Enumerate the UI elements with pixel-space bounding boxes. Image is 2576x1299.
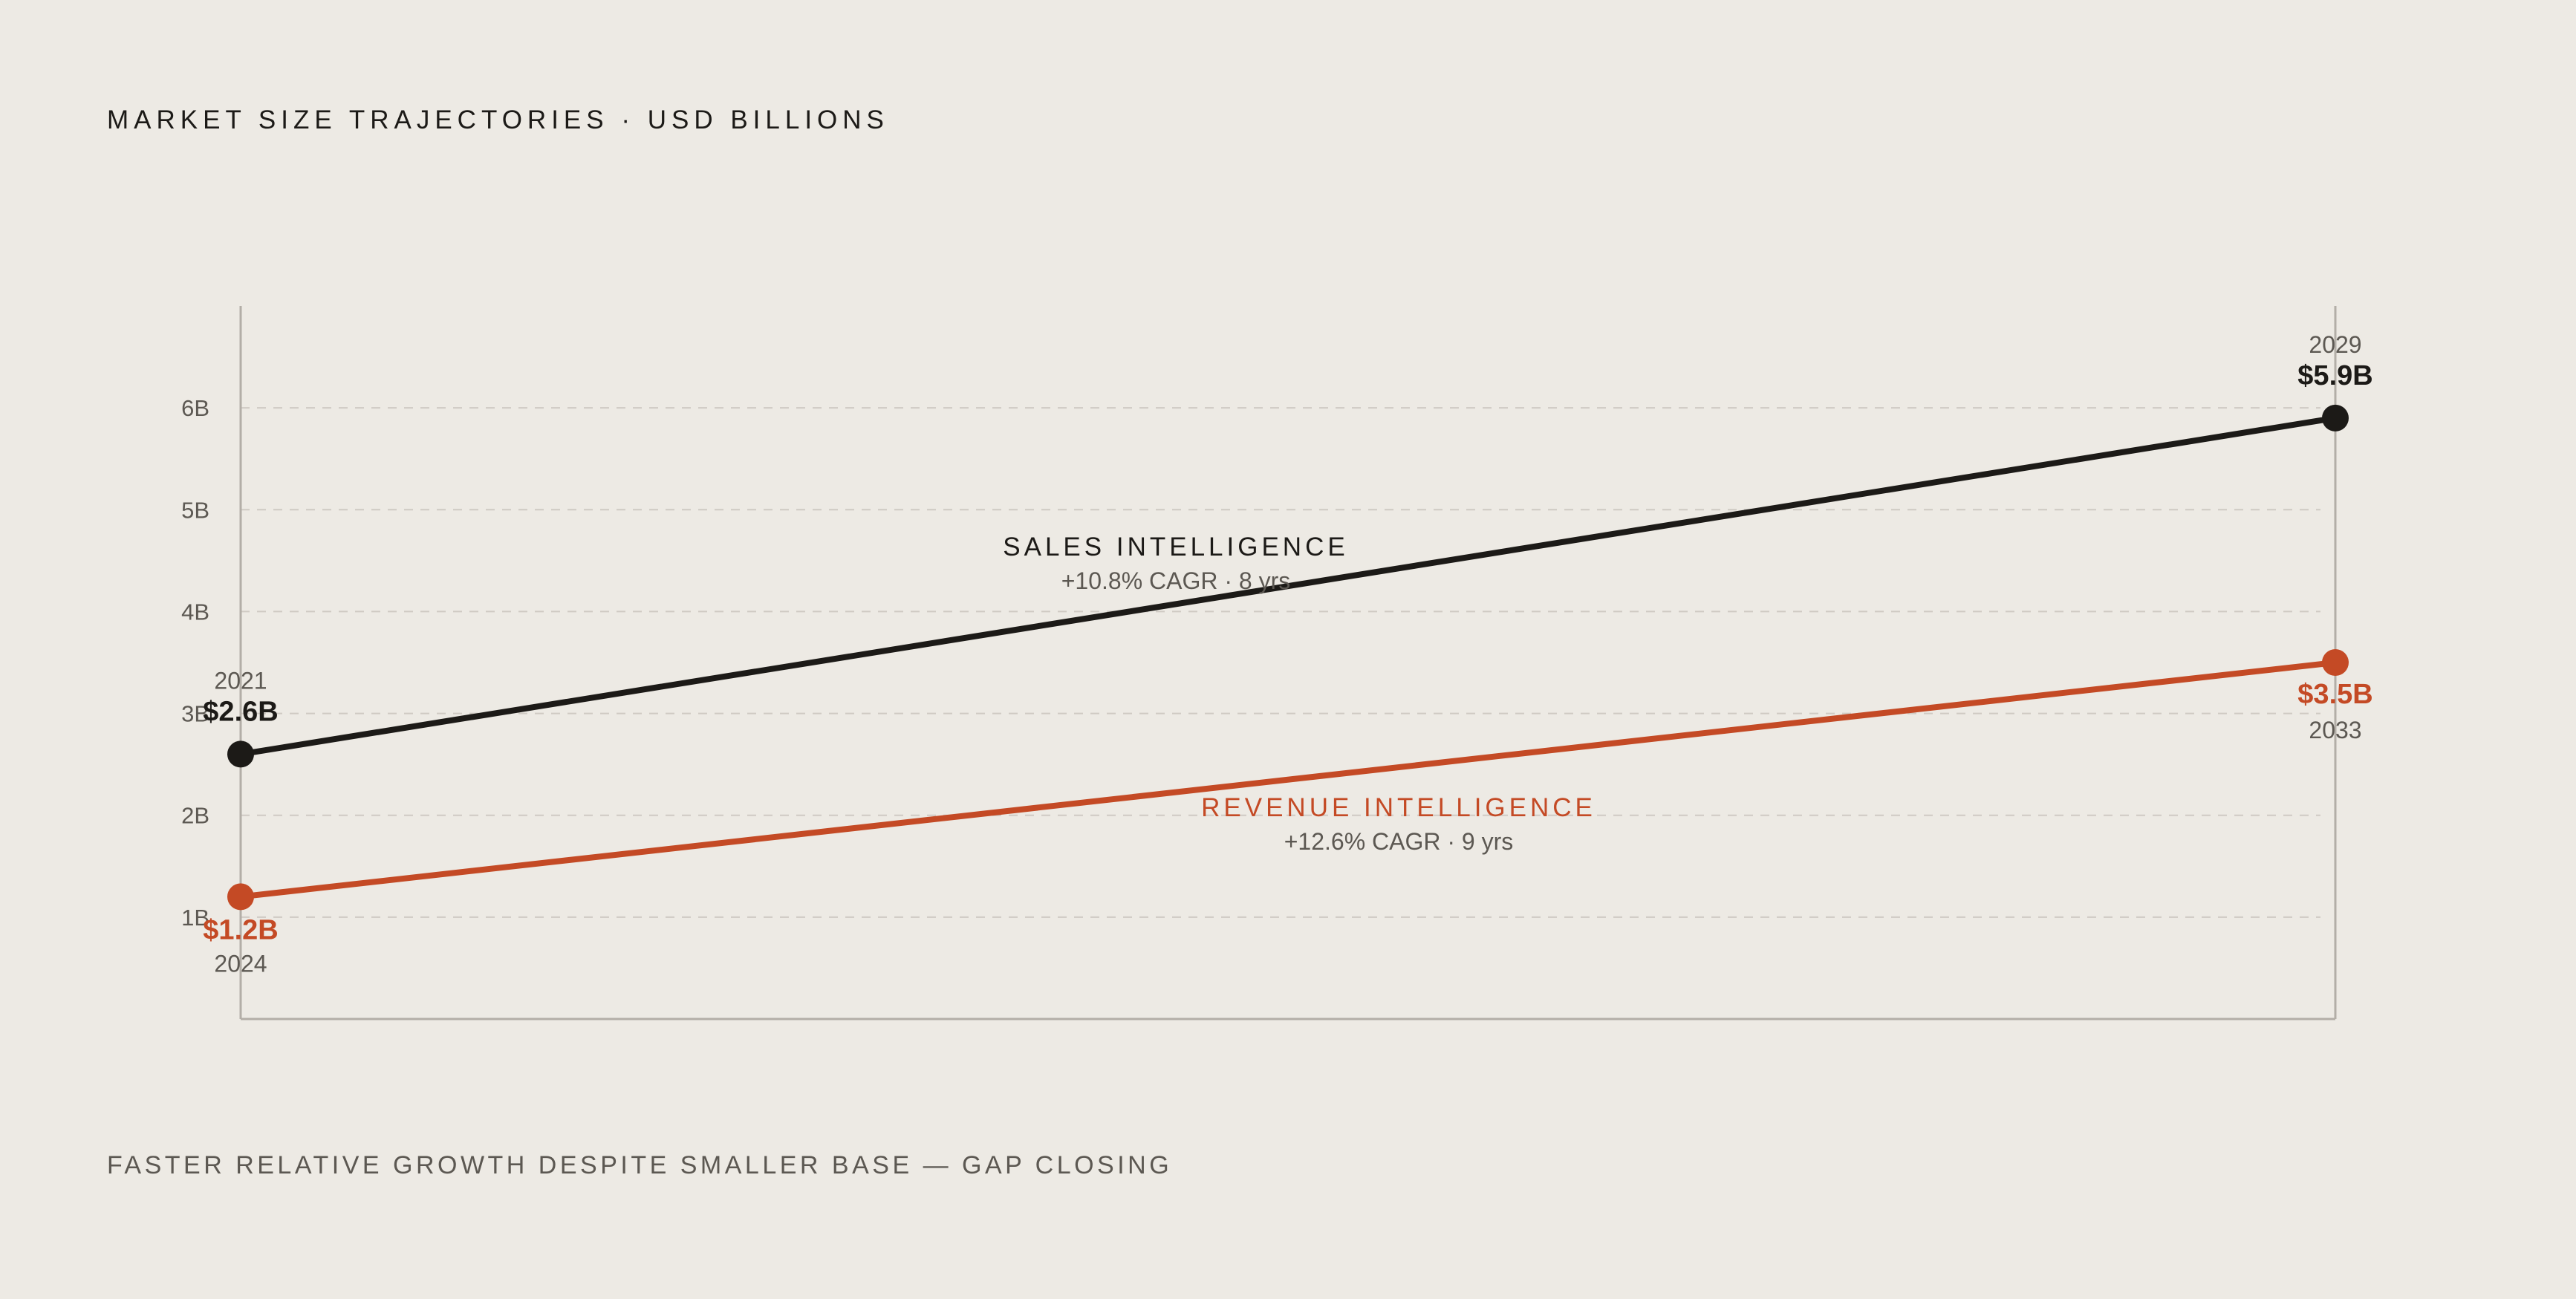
y-tick-label-6B: 6B bbox=[181, 395, 209, 421]
series-lines bbox=[227, 404, 2349, 911]
sales-start-value-label: $2.6B bbox=[203, 696, 278, 727]
y-tick-label-3B: 3B bbox=[181, 701, 209, 727]
y-tick-label-4B: 4B bbox=[181, 599, 209, 625]
revenue-end-year-label: 2033 bbox=[2309, 717, 2361, 743]
sales-series-name: SALES INTELLIGENCE bbox=[1003, 533, 1348, 561]
sales-line bbox=[238, 414, 2338, 758]
revenue-end-point bbox=[2322, 649, 2349, 676]
revenue-start-point bbox=[227, 883, 254, 911]
y-tick-label-2B: 2B bbox=[181, 803, 209, 829]
sales-series-subtitle: +10.8% CAGR · 8 yrs bbox=[1061, 567, 1291, 594]
axes bbox=[239, 306, 2337, 1020]
revenue-series-name: REVENUE INTELLIGENCE bbox=[1201, 793, 1596, 822]
y-tick-label-5B: 5B bbox=[181, 497, 209, 523]
revenue-line bbox=[238, 660, 2338, 900]
chart-title: MARKET SIZE TRAJECTORIES · USD BILLIONS bbox=[107, 105, 889, 134]
sales-start-point bbox=[227, 740, 254, 768]
gridlines bbox=[241, 407, 2320, 918]
y-axis-tick-labels: 1B 2B 3B 4B 5B 6B bbox=[181, 395, 209, 931]
sales-start-year-label: 2021 bbox=[214, 667, 267, 694]
sales-end-value-label: $5.9B bbox=[2297, 360, 2372, 391]
sales-end-point bbox=[2322, 404, 2349, 432]
revenue-start-value-label: $1.2B bbox=[203, 914, 278, 945]
sales-end-year-label: 2029 bbox=[2309, 331, 2361, 358]
chart-caption: FASTER RELATIVE GROWTH DESPITE SMALLER B… bbox=[107, 1151, 1173, 1179]
revenue-series-subtitle: +12.6% CAGR · 9 yrs bbox=[1284, 828, 1514, 855]
y-tick-label-1B: 1B bbox=[181, 905, 209, 931]
data-labels: 2021$2.6B 2029$5.9B $1.2B 2024 $3.5B 2033 SALE… bbox=[203, 331, 2372, 977]
revenue-end-value-label: $3.5B bbox=[2297, 679, 2372, 710]
revenue-start-year-label: 2024 bbox=[214, 950, 267, 977]
